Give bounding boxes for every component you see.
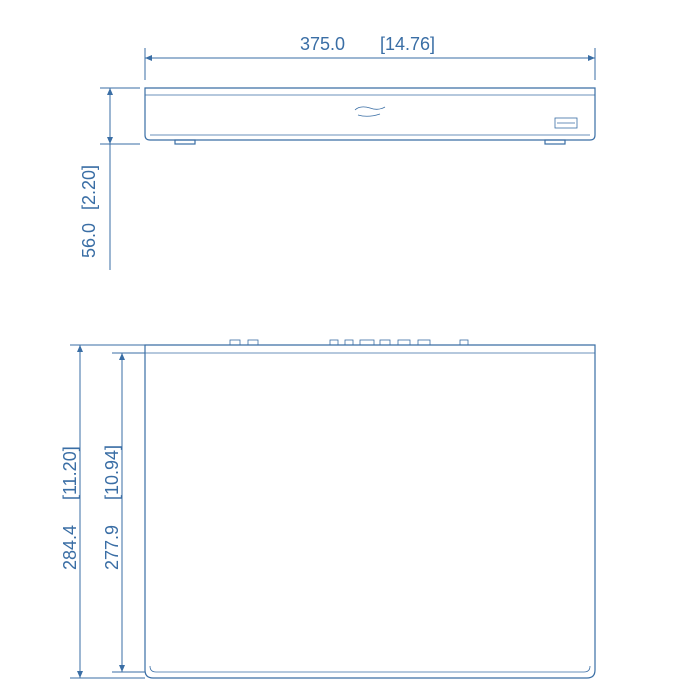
depth-outer-mm-label: 284.4 — [60, 525, 80, 570]
depth-outer-in-label: [11.20] — [60, 446, 80, 500]
front-height-dimension: 56.0 [2.20] — [79, 88, 140, 270]
depth-inner-in-label: [10.94] — [102, 445, 122, 500]
width-dimension: 375.0 [14.76] — [145, 34, 595, 80]
width-mm-label: 375.0 — [300, 34, 345, 54]
top-view — [145, 340, 595, 678]
width-in-label: [14.76] — [380, 34, 435, 54]
dimension-drawing: 375.0 [14.76] 56.0 [2.20] — [0, 0, 700, 700]
front-height-mm-label: 56.0 — [79, 223, 99, 258]
depth-inner-mm-label: 277.9 — [102, 525, 122, 570]
depth-inner-dimension: 277.9 [10.94] — [102, 353, 145, 672]
depth-outer-dimension: 284.4 [11.20] — [60, 345, 145, 678]
front-view — [145, 88, 595, 144]
front-height-in-label: [2.20] — [79, 165, 99, 210]
